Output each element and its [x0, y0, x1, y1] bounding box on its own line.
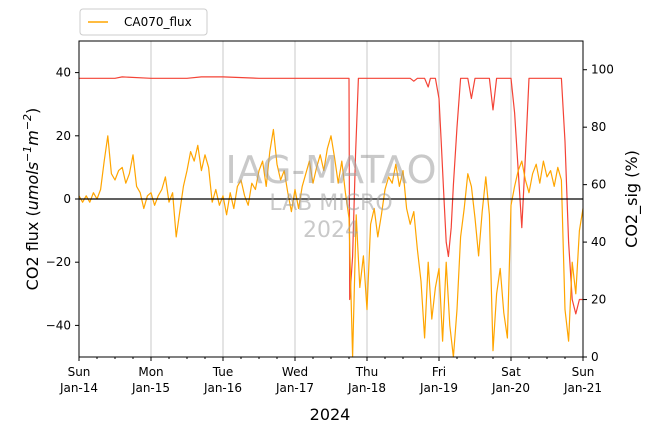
left-tick-label: −20 — [46, 255, 71, 269]
left-tick-label: 20 — [56, 129, 71, 143]
left-tick-label: 40 — [56, 66, 71, 80]
x-tick-date: Jan-15 — [131, 381, 170, 395]
x-axis-label: 2024 — [310, 405, 351, 424]
x-tick-day: Sun — [68, 365, 91, 379]
right-tick-label: 0 — [591, 350, 599, 364]
right-axis-label: CO2_sig (%) — [622, 150, 642, 248]
x-tick-date: Jan-14 — [59, 381, 98, 395]
left-axis-label: CO2 flux (umols−1m−2) — [21, 108, 42, 291]
right-tick-label: 60 — [591, 178, 606, 192]
x-axis-ticks: Sun Jan-14 Mon Jan-15 Tue Jan-16 Wed Jan-17 Thu J… — [59, 357, 602, 395]
x-tick-day: Tue — [212, 365, 234, 379]
x-tick-day: Wed — [282, 365, 308, 379]
x-tick-day: Sun — [572, 365, 595, 379]
left-tick-label: −40 — [46, 318, 71, 332]
left-tick-label: 0 — [63, 192, 71, 206]
x-tick-day: Fri — [432, 365, 446, 379]
right-axis-ticks: 100 80 60 40 20 0 — [583, 63, 614, 364]
legend-box — [79, 8, 208, 36]
right-tick-label: 100 — [591, 63, 614, 77]
x-tick-day: Thu — [355, 365, 379, 379]
x-tick-day: Mon — [138, 365, 163, 379]
right-tick-label: 40 — [591, 235, 606, 249]
left-axis-ticks: 40 20 0 −20 −40 — [46, 66, 79, 332]
x-tick-date: Jan-16 — [203, 381, 242, 395]
x-tick-date: Jan-20 — [491, 381, 530, 395]
x-tick-day: Sat — [501, 365, 521, 379]
legend: CA070_flux — [79, 8, 208, 36]
x-tick-date: Jan-18 — [347, 381, 386, 395]
series-co2-sig — [79, 76, 583, 315]
watermark-line1: IAG-MATAO — [225, 148, 436, 192]
x-tick-date: Jan-19 — [419, 381, 458, 395]
series-ca070-flux — [78, 128, 584, 358]
watermark: IAG-MATAO LAB MICRO 2024 — [225, 148, 436, 243]
watermark-line2: LAB MICRO — [269, 191, 392, 216]
watermark-line3: 2024 — [303, 218, 359, 243]
x-tick-date: Jan-17 — [275, 381, 314, 395]
right-tick-label: 80 — [591, 120, 606, 134]
series-layer — [78, 76, 584, 358]
legend-label: CA070_flux — [124, 15, 192, 29]
x-tick-date: Jan-21 — [563, 381, 602, 395]
right-tick-label: 20 — [591, 293, 606, 307]
